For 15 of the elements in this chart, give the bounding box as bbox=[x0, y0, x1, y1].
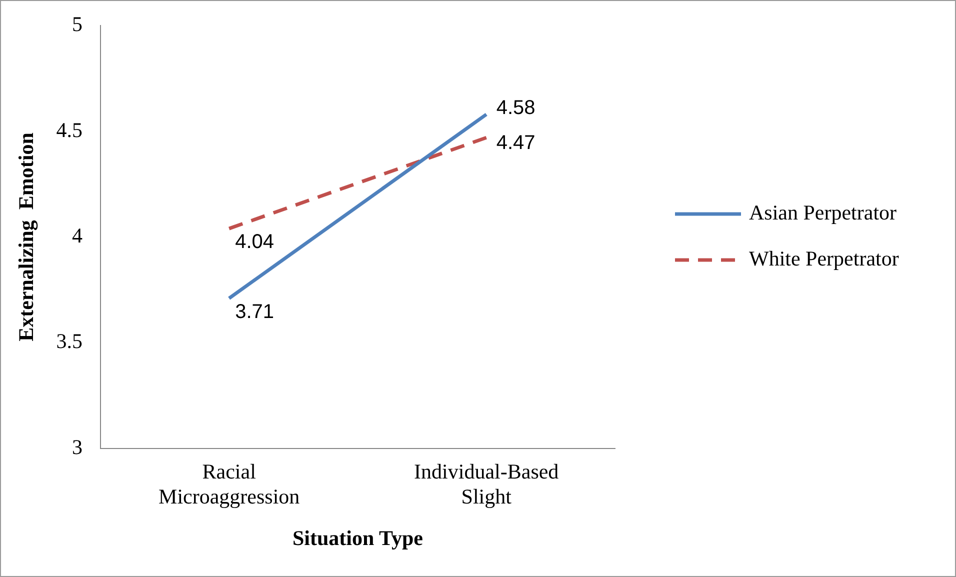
y-tick-label: 4 bbox=[72, 224, 83, 248]
y-tick-label: 3 bbox=[72, 434, 82, 459]
data-label: 4.47 bbox=[496, 132, 536, 154]
y-tick-label: 4.5 bbox=[56, 118, 82, 142]
x-axis-title: Situation Type bbox=[292, 526, 423, 550]
y-tick-label: 5 bbox=[72, 12, 82, 36]
data-label: 3.71 bbox=[235, 300, 274, 323]
x-tick-label: Racial Microaggression bbox=[158, 460, 300, 509]
data-label: 4.58 bbox=[496, 96, 536, 119]
y-tick-label: 3.5 bbox=[56, 329, 82, 354]
legend-label: White Perpetrator bbox=[749, 246, 899, 271]
x-tick-label: Individual-Based Slight bbox=[414, 460, 560, 509]
legend-label: Asian Perpetrator bbox=[749, 200, 897, 225]
data-label: 4.04 bbox=[235, 231, 274, 254]
y-axis-title: Externalizing Emotion bbox=[14, 132, 38, 342]
